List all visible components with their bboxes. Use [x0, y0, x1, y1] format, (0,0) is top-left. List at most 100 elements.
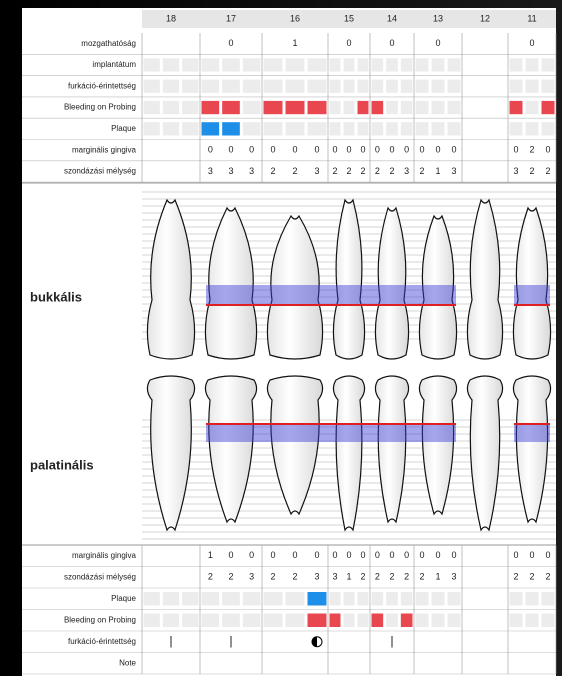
site-box	[432, 614, 445, 628]
site-box	[510, 592, 523, 606]
site-box	[510, 80, 523, 93]
site-flag	[358, 101, 369, 114]
site-box	[386, 122, 398, 135]
site-value: 2	[332, 166, 337, 176]
pocket-band	[206, 424, 456, 442]
site-value: 0	[314, 550, 319, 560]
site-value: 2	[404, 572, 409, 582]
site-box	[243, 101, 261, 114]
site-box	[401, 592, 413, 606]
site-value: 0	[451, 145, 456, 155]
site-value: 2	[292, 166, 297, 176]
site-box	[163, 80, 179, 93]
site-box	[330, 101, 341, 114]
site-flag	[510, 101, 523, 114]
site-value: 3	[249, 166, 254, 176]
row-label: Bleeding on Probing	[64, 103, 136, 112]
site-box	[448, 592, 461, 606]
site-box	[542, 80, 555, 93]
site-box	[344, 614, 355, 628]
site-box	[144, 58, 160, 71]
site-value: 0	[270, 550, 275, 560]
site-box	[330, 58, 341, 71]
site-box	[182, 101, 198, 114]
site-box	[286, 122, 305, 135]
site-value: 0	[208, 145, 213, 155]
site-value: 0	[346, 145, 351, 155]
site-value: 3	[332, 572, 337, 582]
site-box	[264, 122, 283, 135]
site-box	[386, 80, 398, 93]
site-value: 2	[529, 572, 534, 582]
tooth-number: 16	[290, 13, 300, 23]
site-flag	[264, 101, 283, 114]
site-box	[358, 614, 369, 628]
site-box	[416, 122, 429, 135]
site-box	[308, 122, 327, 135]
row-label: Note	[119, 658, 136, 667]
site-value: 0	[404, 145, 409, 155]
site-box	[386, 101, 398, 114]
site-value: 2	[360, 166, 365, 176]
site-box	[372, 80, 384, 93]
site-box	[286, 614, 305, 628]
site-box	[144, 101, 160, 114]
site-value: 2	[529, 145, 534, 155]
site-value: 0	[314, 145, 319, 155]
site-box	[264, 58, 283, 71]
site-box	[344, 592, 355, 606]
site-value: 0	[292, 145, 297, 155]
site-box	[163, 614, 179, 628]
row-label: implantátum	[92, 60, 136, 69]
site-flag	[202, 122, 220, 135]
mobility-value: 0	[435, 38, 440, 48]
site-box	[372, 122, 384, 135]
site-value: 3	[228, 166, 233, 176]
row-label: Bleeding on Probing	[64, 615, 136, 624]
site-box	[386, 614, 398, 628]
site-value: 0	[451, 550, 456, 560]
site-box	[526, 80, 539, 93]
site-value: 3	[314, 166, 319, 176]
site-box	[401, 80, 413, 93]
tooth-number: 17	[226, 13, 236, 23]
site-value: 3	[513, 166, 518, 176]
site-box	[526, 592, 539, 606]
site-value: 1	[435, 166, 440, 176]
site-box	[448, 122, 461, 135]
site-box	[330, 80, 341, 93]
site-box	[386, 58, 398, 71]
site-box	[448, 101, 461, 114]
tooth-number: 11	[527, 13, 536, 23]
site-value: 0	[545, 550, 550, 560]
site-box	[243, 58, 261, 71]
site-value: 0	[360, 550, 365, 560]
site-box	[432, 101, 445, 114]
site-value: 0	[513, 145, 518, 155]
site-box	[416, 592, 429, 606]
site-box	[163, 101, 179, 114]
site-flag	[308, 592, 327, 606]
mobility-value: 1	[292, 38, 297, 48]
site-box	[416, 101, 429, 114]
site-value: 0	[375, 550, 380, 560]
site-value: 2	[513, 572, 518, 582]
site-box	[432, 592, 445, 606]
site-flag	[308, 101, 327, 114]
site-box	[542, 592, 555, 606]
site-value: 1	[208, 550, 213, 560]
row-label: szondázási mélység	[64, 572, 136, 581]
site-box	[416, 614, 429, 628]
site-value: 3	[451, 572, 456, 582]
site-value: 2	[389, 572, 394, 582]
site-value: 1	[435, 572, 440, 582]
site-flag	[372, 614, 384, 628]
site-flag	[372, 101, 384, 114]
site-box	[222, 80, 240, 93]
site-box	[222, 614, 240, 628]
site-box	[448, 614, 461, 628]
site-value: 2	[208, 572, 213, 582]
site-box	[510, 614, 523, 628]
site-box	[416, 80, 429, 93]
site-value: 0	[513, 550, 518, 560]
